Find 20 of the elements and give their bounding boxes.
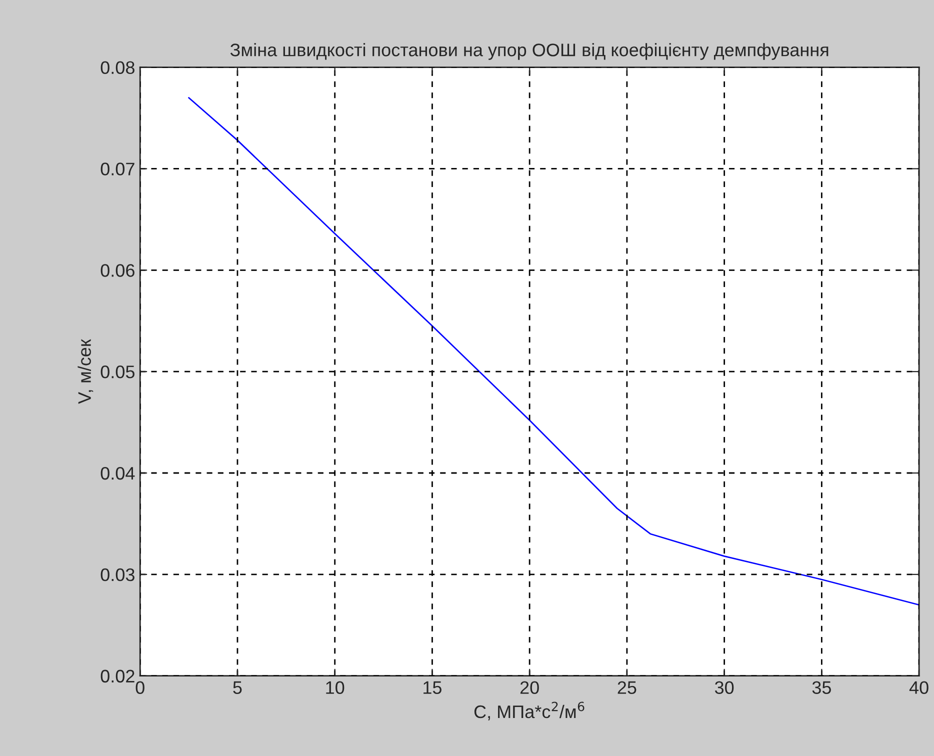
x-tick-label: 0	[136, 681, 144, 694]
x-axis-title: C, МПа*с$^{2}$/м$^{6}$	[474, 702, 584, 720]
chart-title: Зміна швидкості постанови на упор ООШ від коефіцієнту демпфування	[230, 43, 828, 60]
x-tick-label: 15	[424, 681, 442, 694]
x-tick-label: 5	[233, 681, 242, 694]
y-axis-title: V, м/сек	[78, 339, 94, 404]
y-tick-label: 0.07	[100, 162, 134, 176]
x-tick-label: 10	[326, 681, 344, 694]
y-tick-label: 0.04	[100, 466, 135, 480]
y-tick-label: 0.03	[100, 568, 134, 582]
x-tick-label: 30	[714, 681, 734, 694]
y-tick-label: 0.06	[100, 264, 134, 277]
y-tick-label: 0.08	[100, 61, 134, 74]
x-tick-label: 20	[520, 681, 539, 694]
x-tick-label: 35	[812, 681, 831, 694]
line-series	[188, 97, 920, 606]
y-tick-label: 0.05	[100, 366, 134, 378]
x-tick-label: 25	[618, 681, 636, 694]
y-tick-label: 0.02	[100, 670, 134, 683]
x-tick-label: 40	[909, 681, 928, 694]
